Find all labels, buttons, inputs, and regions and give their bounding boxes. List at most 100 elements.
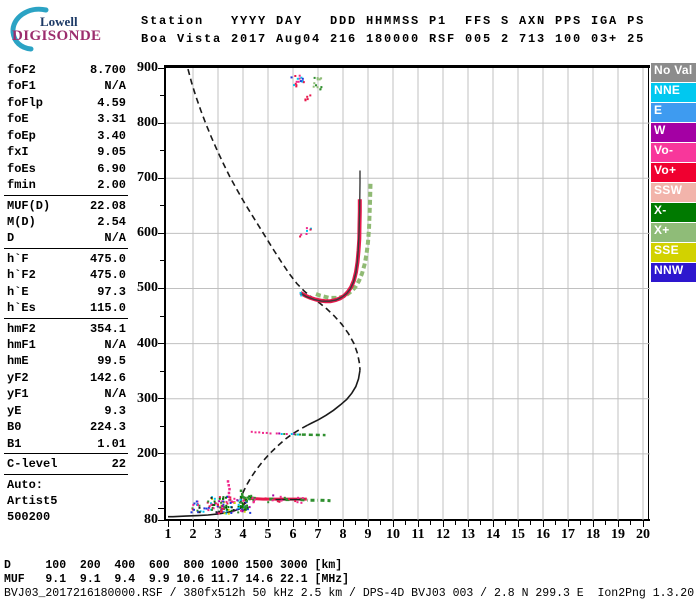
F-trace-left-tip-cyan-speck [300,294,303,297]
Es-left-green-blob-speck [249,496,252,499]
E-region-noise-dense-speck [218,510,221,513]
E-region-noise-sparse-speck [202,510,205,513]
param-value: 3.40 [97,128,126,143]
spread-speckles-870km-left-speck [290,76,293,79]
y-axis-minor-tick [160,260,164,262]
x-axis-tick [442,521,444,527]
x-axis-tick [342,521,344,527]
E-region-noise-sparse-speck [191,507,194,510]
Es-trace-x-mode-segments [300,498,309,502]
param-label: yF2 [7,370,29,385]
y-axis-minor-tick [160,95,164,97]
Es-trace-jitter-speck [264,497,267,500]
param-row-ye: yE 9.3 [4,403,128,419]
spread-speckles-870km-green-speck [316,86,319,89]
param-row-md: M(D) 2.54 [4,214,128,230]
speckles-600km-speck [305,233,308,235]
Es-trace-jitter-speck [254,498,256,501]
profile-topside-model [187,68,361,371]
x-axis-minor-tick [405,521,406,525]
param-row-artist5: Artist5 [4,493,128,509]
Es-trace-x-mode-segments [320,498,331,503]
param-label: MUF(D) [7,198,51,213]
param-row-b0: B0 224.3 [4,419,128,435]
E-region-noise-dense-speck [222,503,225,506]
E-region-noise-sparse-speck [198,504,201,507]
param-value: N/A [104,79,126,94]
param-label: h`Es [7,301,36,316]
param-section: MUF(D) 22.08 M(D) 2.54 D N/A [4,198,128,249]
E-region-noise-dense-speck [222,497,224,500]
E-region-noise-dense-speck [233,502,236,504]
param-value: 1.01 [97,436,126,451]
param-row-d: D N/A [4,230,128,246]
E-region-noise-dense-speck [241,502,244,505]
multiple-hop-dots-magenta-dot [293,433,296,436]
spread-speckles-870km-left-speck [293,84,295,87]
legend-item-noval: No Val [651,63,696,82]
multiple-hop-trace-green [301,433,326,437]
E-region-noise-sparse-speck [205,507,208,510]
y-axis-tick [158,398,164,400]
E-region-noise-dense-speck [213,497,216,500]
param-label: hmF2 [7,321,36,336]
param-row-yf1: yF1 N/A [4,386,128,402]
y-axis-label: 500 [137,280,158,296]
E-region-noise-sparse-speck [192,503,195,506]
Es-trace-jitter-speck [252,501,255,504]
y-axis-tick [158,232,164,234]
E-region-noise-sparse-speck [203,507,206,510]
E-region-noise-dense-speck [218,512,220,515]
legend-item-sse: SSE [651,243,696,262]
E-region-noise-dense-speck [237,503,240,506]
spread-speckles-870km-green-speck [316,77,319,80]
y-axis-minor-tick [160,425,164,427]
y-axis-label: 600 [137,225,158,241]
y-axis-minor-tick [160,480,164,482]
x-axis-tick [317,521,319,527]
E-region-noise-dense-speck [244,502,247,504]
spread-speckles-870km-green-speck [316,78,319,81]
param-value: 475.0 [89,268,126,283]
spread-speckles-870km-green-speck [315,84,317,87]
multiple-hop-dots-pink-dot [254,431,257,434]
x-axis-tick [192,521,194,527]
x-axis-label: 5 [264,527,272,542]
param-row-he: h`E 97.3 [4,284,128,300]
param-value: 4.59 [97,95,126,110]
E-region-noise-dense-speck [216,505,219,508]
x-axis-tick [392,521,394,527]
x-axis-minor-tick [255,521,256,525]
E-region-noise-dense-speck [227,506,230,509]
Es-trace-jitter-speck [296,501,299,504]
multiple-hop-dots-pink-dot [265,431,268,434]
param-row-fmin: fmin 2.00 [4,177,128,193]
E-region-noise-dense-speck [225,496,227,499]
E-region-noise-sparse-speck [198,506,201,509]
distance-row: D 100 200 400 600 800 1000 1500 3000 [km… [4,559,343,572]
x-axis-label: 9 [364,527,372,542]
x-axis-label: 6 [289,527,297,542]
x-axis-tick [567,521,569,527]
foE-cusp-dots-pink-dot [230,500,233,504]
multiple-hop-dots-pink-dot [250,430,253,433]
spread-speckles-870km-left-speck [301,77,304,80]
spread-speckles-870km-left-speck [297,80,300,83]
x-axis-tick [542,521,544,527]
x-axis-tick [492,521,494,527]
param-row-auto: Auto: [4,477,128,493]
x-axis-label: 13 [461,527,475,542]
param-value: 9.3 [104,403,126,418]
x-axis-label: 18 [586,527,600,542]
E-region-noise-dense-speck [220,507,223,510]
profile-valley-model [239,424,308,505]
station-header-labels: Station YYYY DAY DDD HHMMSS P1 FFS S AXN… [141,14,646,28]
param-label: foE [7,112,29,127]
E-region-noise-dense-speck [223,512,226,515]
param-row-foe: foE 3.31 [4,111,128,127]
param-row-foflp: foFlp 4.59 [4,95,128,111]
x-mode-F-trace [315,183,373,300]
y-axis-tick [158,177,164,179]
E-region-noise-dense-speck [220,511,223,514]
E-region-noise-dense-speck [229,496,232,499]
